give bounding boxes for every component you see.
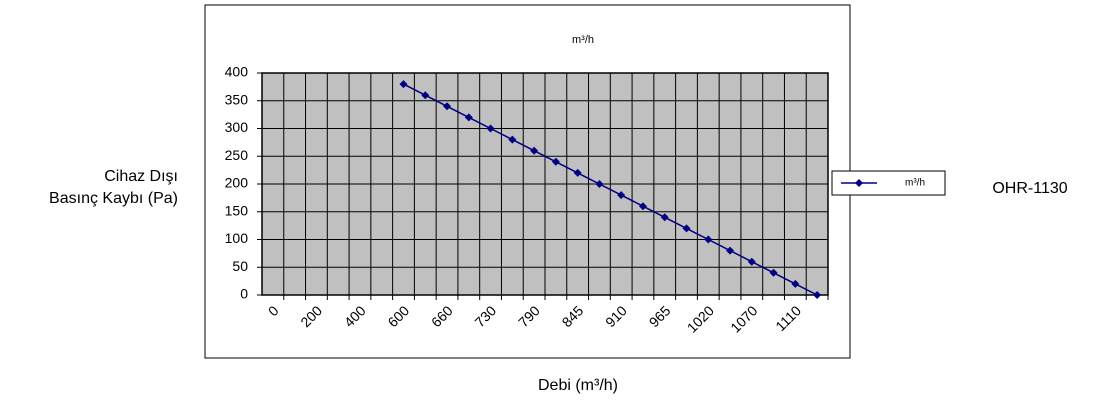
- data-point: [747, 257, 756, 266]
- data-point: [530, 146, 539, 155]
- y-tick-label: 200: [225, 175, 249, 191]
- data-point: [704, 235, 713, 244]
- y-axis-label: Basınç Kaybı (Pa): [49, 190, 178, 207]
- series-line: [403, 83, 818, 296]
- data-point: [551, 157, 560, 166]
- side-note: OHR-1130: [992, 180, 1067, 197]
- data-point: [443, 102, 452, 111]
- y-tick-label: 0: [240, 286, 248, 302]
- y-tick-label: 150: [225, 202, 249, 218]
- data-point: [464, 113, 473, 122]
- data-point: [595, 180, 604, 188]
- x-axis-label: Debi (m³/h): [538, 377, 618, 394]
- data-point: [508, 135, 517, 144]
- data-point: [573, 168, 582, 177]
- y-tick-label: 350: [225, 91, 249, 107]
- legend-label: m³/h: [905, 178, 925, 189]
- data-point: [769, 268, 778, 277]
- y-tick-label: 50: [232, 258, 248, 274]
- data-point: [399, 80, 408, 89]
- y-tick-label: 100: [225, 230, 249, 246]
- data-point: [813, 291, 822, 299]
- y-axis-label: Cihaz Dışı: [104, 168, 178, 185]
- legend-marker: [855, 179, 863, 187]
- data-point: [726, 246, 735, 255]
- chart-title: m³/h: [572, 34, 594, 46]
- data-point: [682, 224, 691, 233]
- data-point: [660, 213, 669, 222]
- data-point: [791, 279, 800, 288]
- y-tick-label: 300: [225, 119, 249, 135]
- data-point: [486, 124, 495, 133]
- data-point: [617, 191, 626, 200]
- y-tick-label: 250: [225, 147, 249, 163]
- y-tick-label: 400: [225, 64, 249, 80]
- data-point: [421, 91, 430, 100]
- data-point: [638, 202, 647, 211]
